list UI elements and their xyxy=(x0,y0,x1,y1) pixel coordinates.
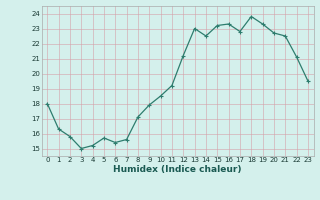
X-axis label: Humidex (Indice chaleur): Humidex (Indice chaleur) xyxy=(113,165,242,174)
